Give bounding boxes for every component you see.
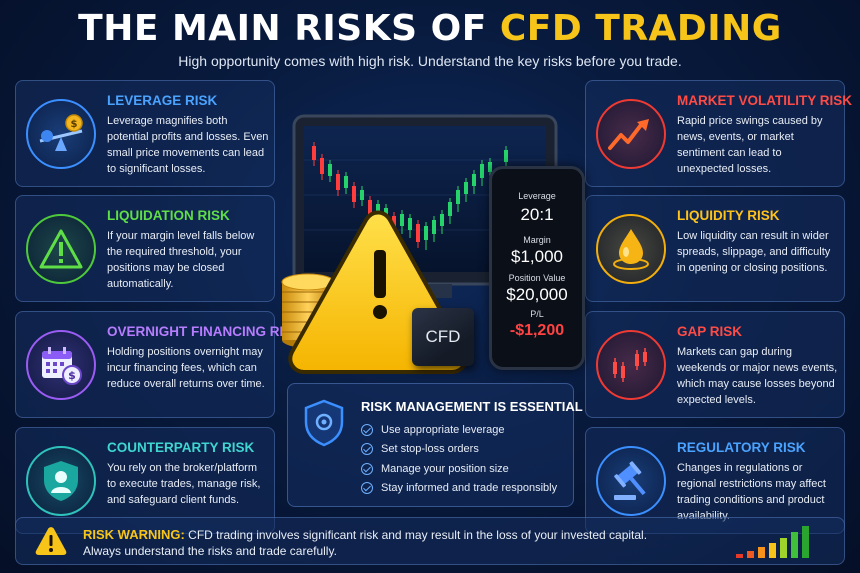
check-icon [361, 423, 373, 436]
risk-warning-line2: Always understand the risks and trade ca… [83, 544, 337, 558]
position-value-label: Position Value [508, 273, 566, 283]
check-icon [361, 443, 373, 456]
risk-management-title: RISK MANAGEMENT IS ESSENTIAL [361, 399, 583, 414]
card-title: LEVERAGE RISK [107, 93, 218, 108]
list-item-label: Stay informed and trade responsibly [381, 482, 558, 495]
card-body: Leverage magnifies both potential profit… [107, 115, 269, 175]
bar-graph-icon [734, 524, 834, 565]
liquidation-risk-card: LIQUIDATION RISK If your margin level fa… [15, 195, 275, 302]
candlestick-gap-icon [596, 330, 666, 400]
leverage-value: 20:1 [520, 205, 554, 224]
list-item-label: Use appropriate leverage [381, 423, 505, 436]
pl-label: P/L [530, 309, 544, 319]
zigzag-arrow-icon [596, 99, 666, 169]
risk-warning-bar: RISK WARNING: CFD trading involves signi… [15, 517, 845, 565]
regulatory-risk-card: REGULATORY RISK Changes in regulations o… [585, 427, 845, 534]
scale-coin-icon: $ [26, 99, 96, 169]
page-title: THE MAIN RISKS OF CFD TRADING [0, 8, 860, 49]
phone-mockup: Leverage 20:1 Margin $1,000 Position Val… [489, 166, 585, 370]
gap-risk-card: GAP RISK Markets can gap during weekends… [585, 311, 845, 418]
svg-text:$: $ [71, 119, 78, 130]
shield-user-icon [26, 446, 96, 516]
cfd-cube: CFD [412, 308, 474, 366]
card-title: OVERNIGHT FINANCING RISK [107, 324, 303, 339]
overnight-financing-risk-card: $ OVERNIGHT FINANCING RISK Holding posit… [15, 311, 302, 418]
list-item: Set stop-loss orders [361, 440, 557, 460]
card-body: If your margin level falls below the req… [107, 230, 255, 290]
position-value: $20,000 [506, 285, 568, 304]
check-icon [361, 482, 373, 495]
calendar-dollar-icon: $ [26, 330, 96, 400]
card-body: Holding positions overnight may incur fi… [107, 346, 265, 390]
card-title: REGULATORY RISK [677, 440, 806, 455]
card-body: Markets can gap during weekends or major… [677, 346, 838, 406]
card-body: You rely on the broker/platform to execu… [107, 462, 261, 506]
card-title: GAP RISK [677, 324, 743, 339]
leverage-risk-card: $ LEVERAGE RISK Leverage magnifies both … [15, 80, 275, 187]
list-item: Use appropriate leverage [361, 420, 557, 440]
list-item-label: Manage your position size [381, 462, 509, 475]
risk-management-box: RISK MANAGEMENT IS ESSENTIAL Use appropr… [287, 383, 583, 507]
leverage-label: Leverage [518, 191, 556, 201]
gavel-icon [596, 446, 666, 516]
card-body: Changes in regulations or regional restr… [677, 462, 826, 522]
droplet-icon [596, 214, 666, 284]
shield-icon [302, 398, 346, 453]
market-volatility-risk-card: MARKET VOLATILITY RISK Rapid price swing… [585, 80, 852, 187]
title-prefix: THE MAIN RISKS OF [78, 8, 500, 49]
pl-value: -$1,200 [509, 322, 565, 339]
card-title: LIQUIDITY RISK [677, 208, 780, 223]
warning-triangle-icon [26, 214, 96, 284]
check-icon [361, 462, 373, 475]
liquidity-risk-card: LIQUIDITY RISK Low liquidity can result … [585, 195, 845, 302]
margin-value: $1,000 [511, 247, 563, 266]
card-body: Rapid price swings caused by news, event… [677, 115, 823, 175]
list-item: Manage your position size [361, 459, 557, 479]
card-title: LIQUIDATION RISK [107, 208, 230, 223]
risk-management-list: Use appropriate leverage Set stop-loss o… [361, 420, 557, 498]
list-item: Stay informed and trade responsibly [361, 479, 557, 499]
title-highlight: CFD TRADING [499, 8, 782, 49]
card-title: MARKET VOLATILITY RISK [677, 93, 852, 108]
risk-warning-line1: CFD trading involves significant risk an… [184, 528, 648, 542]
risk-warning-text: RISK WARNING: CFD trading involves signi… [83, 527, 647, 559]
card-title: COUNTERPARTY RISK [107, 440, 255, 455]
list-item-label: Set stop-loss orders [381, 443, 479, 456]
margin-label: Margin [523, 235, 551, 245]
svg-text:$: $ [68, 369, 76, 382]
warning-icon [34, 526, 68, 561]
page-subtitle: High opportunity comes with high risk. U… [178, 53, 682, 69]
risk-warning-label: RISK WARNING: [83, 527, 185, 542]
card-body: Low liquidity can result in wider spread… [677, 230, 831, 274]
